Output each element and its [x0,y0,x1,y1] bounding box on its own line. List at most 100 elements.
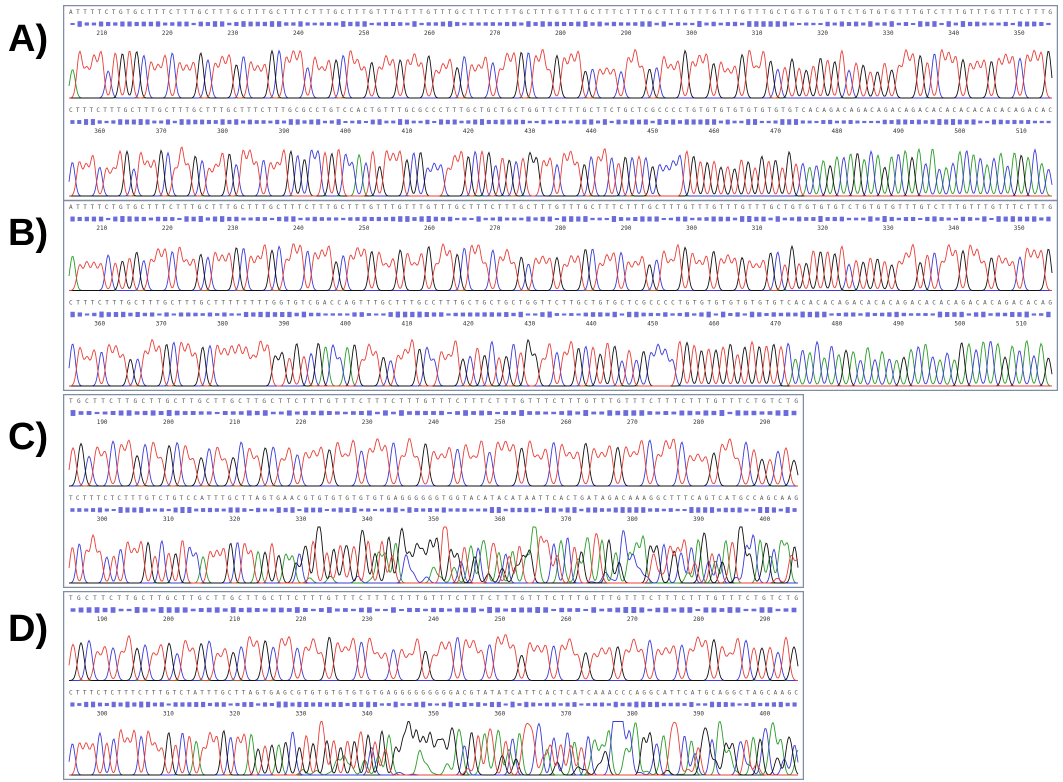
quality-bar [352,507,356,513]
chromatogram-panel: ATTTTCTGTGCTTTCTTTGCTTTGCTTTGCTTTCTTTGCT… [63,5,1058,201]
trace [69,527,798,583]
quality-bar [291,216,295,221]
quality-bar [954,23,958,26]
quality-bar [890,217,894,221]
quality-bar [887,312,891,316]
quality-bar [92,217,96,222]
quality-bar [958,120,962,125]
quality-bar [462,508,466,512]
quality-bar [167,607,172,613]
quality-bar [737,507,741,512]
quality-bar [528,121,532,123]
quality-bar [70,702,74,706]
position-label: 230 [227,30,238,37]
quality-bar [297,509,301,511]
quality-bar [538,703,542,706]
quality-bar [120,21,124,26]
quality-bar [896,119,900,124]
quality-bar [111,411,116,415]
panel-label: D) [8,608,48,651]
quality-bar [153,509,157,512]
quality-bar [490,312,494,317]
quality-bar [332,508,336,511]
quality-bar [320,217,324,221]
quality-bar [271,608,276,613]
position-label: 290 [759,616,770,623]
quality-bar [786,312,790,316]
quality-bar [229,507,233,512]
quality-bar [497,312,501,316]
quality-bar [384,121,388,124]
quality-bar [747,216,751,222]
quality-bar [77,703,81,706]
position-label: 440 [586,128,597,135]
quality-bar [526,313,530,315]
position-label: 220 [296,616,307,623]
quality-bar [177,22,181,27]
quality-bar [256,217,260,221]
quality-bar [760,607,765,612]
quality-bar [1032,22,1036,27]
quality-bar [391,22,395,26]
quality-bar [107,312,111,317]
quality-bar [221,119,225,124]
quality-bar [414,508,418,512]
position-label: 290 [759,419,770,426]
quality-bar [548,216,552,221]
position-label: 340 [948,30,959,37]
quality-bar [910,120,914,124]
quality-bar [664,120,668,124]
quality-bar [362,21,366,27]
quality-bar [612,216,616,222]
quality-bar [384,22,388,26]
base-sequence: CTTTCTTTGCTTTGCTTTGCTTTGCTTTCTTTGCGCCTGT… [69,107,1052,114]
quality-bar [982,22,986,25]
quality-bar [566,703,570,707]
quality-bar [359,702,363,707]
quality-bar [111,120,115,123]
quality-bar [112,509,116,511]
trace [69,638,798,681]
quality-bar [373,702,377,707]
quality-bar [377,22,381,25]
quality-bar [961,21,965,27]
quality-bar [511,702,515,708]
position-label: 470 [770,321,781,328]
quality-bar [1019,120,1023,124]
quality-bar [114,312,118,317]
quality-bar [619,217,623,221]
quality-bar [517,703,521,706]
quality-bar [367,607,372,613]
quality-bar [359,509,363,512]
quality-bar [656,313,660,316]
quality-bar [719,608,724,612]
quality-bar [412,21,416,27]
quality-bar [651,121,655,123]
quality-bar [184,22,188,27]
quality-bar [988,313,992,316]
quality-bar [215,412,220,414]
quality-bar [335,411,340,414]
quality-bar [882,22,886,25]
quality-bar [923,313,927,316]
quality-bar [227,217,231,221]
quality-bar [77,120,81,124]
trace [69,527,798,583]
position-label: 200 [163,419,174,426]
quality-bar [215,607,220,612]
quality-bar [380,509,384,512]
quality-bar [784,410,789,416]
quality-bar [132,120,136,125]
quality-bar [280,312,284,317]
quality-bar [79,411,84,415]
quality-bar [576,120,580,124]
quality-bar [449,508,453,511]
quality-bar [325,509,329,511]
quality-bar [526,216,530,221]
position-label: 360 [494,711,505,718]
position-label: 470 [770,128,781,135]
quality-bar [275,120,279,124]
quality-bar [644,119,648,124]
quality-bar [641,507,645,513]
quality-bar [201,313,205,316]
